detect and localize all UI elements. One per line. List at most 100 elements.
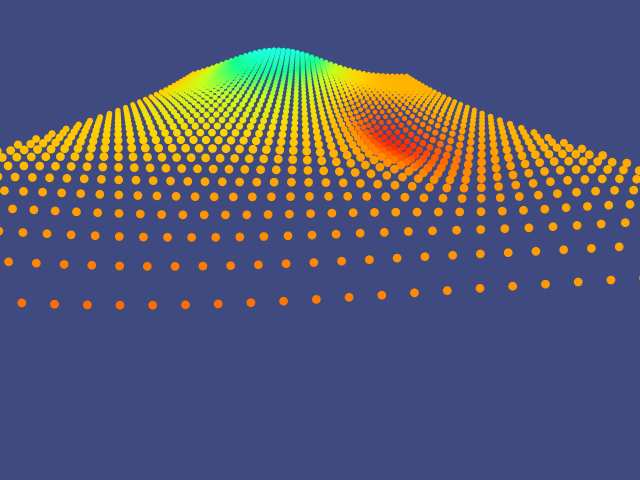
surface-point: [403, 94, 408, 100]
surface-point: [607, 157, 617, 167]
surface-point: [45, 173, 54, 183]
surface-point: [504, 153, 513, 162]
surface-point: [440, 107, 446, 114]
surface-point: [427, 105, 433, 111]
surface-point: [390, 124, 396, 130]
surface-point: [417, 99, 423, 105]
surface-point: [279, 124, 288, 132]
surface-point: [321, 178, 331, 187]
surface-point: [573, 277, 583, 287]
surface-point: [246, 298, 256, 308]
surface-point: [435, 105, 440, 110]
surface-point: [434, 147, 442, 155]
surface-point: [634, 166, 640, 176]
surface-point: [351, 93, 357, 99]
surface-point: [221, 144, 231, 154]
surface-point: [396, 95, 402, 100]
surface-point: [409, 142, 417, 149]
surface-point: [251, 136, 261, 146]
surface-point: [208, 144, 217, 153]
surface-point: [263, 210, 273, 219]
surface-point: [316, 94, 322, 100]
surface-point: [211, 83, 217, 89]
surface-point: [500, 224, 510, 234]
surface-point: [240, 165, 250, 174]
surface-point: [301, 106, 308, 113]
surface-point: [171, 191, 181, 201]
surface-point: [82, 162, 92, 172]
surface-point: [531, 246, 541, 256]
surface-point: [348, 125, 355, 132]
surface-point: [287, 177, 296, 187]
surface-point: [287, 165, 297, 175]
surface-point: [357, 129, 364, 137]
surface-point: [42, 229, 52, 239]
surface-point: [394, 107, 399, 113]
surface-point: [87, 260, 97, 270]
surface-point: [235, 177, 245, 187]
surface-point: [256, 165, 265, 175]
surface-point: [218, 116, 226, 124]
surface-point: [382, 125, 388, 131]
surface-point: [292, 100, 299, 107]
surface-point: [361, 160, 370, 170]
surface-point: [347, 111, 353, 117]
surface-point: [429, 136, 437, 144]
surface-point: [622, 158, 632, 168]
surface-point: [252, 177, 262, 187]
surface-point: [402, 115, 408, 121]
surface-point: [365, 108, 371, 114]
surface-point: [201, 153, 211, 163]
surface-point: [362, 103, 368, 109]
surface-point: [416, 146, 423, 154]
surface-point: [76, 189, 86, 199]
surface-point: [17, 298, 27, 308]
surface-point: [476, 193, 486, 203]
surface-point: [597, 174, 607, 184]
surface-point: [183, 112, 191, 119]
surface-point: [114, 136, 123, 145]
surface-point: [364, 149, 374, 158]
surface-point: [343, 87, 349, 93]
surface-point: [445, 175, 455, 185]
surface-point: [373, 179, 383, 189]
surface-point: [384, 89, 389, 95]
surface-point: [148, 176, 158, 186]
surface-point: [126, 136, 135, 145]
surface-point: [114, 130, 123, 139]
surface-point: [514, 192, 524, 201]
surface-point: [102, 130, 111, 139]
surface-point: [288, 155, 298, 165]
surface-point: [360, 99, 366, 104]
surface-point: [176, 135, 186, 145]
surface-point: [425, 125, 432, 132]
surface-points: [0, 47, 640, 310]
surface-point: [232, 80, 238, 86]
surface-point: [334, 90, 339, 96]
surface-point: [385, 139, 392, 146]
surface-point: [200, 177, 210, 187]
surface-point: [272, 112, 279, 120]
surface-point: [434, 122, 441, 129]
surface-point: [457, 194, 467, 203]
surface-point: [226, 261, 236, 270]
surface-point: [399, 133, 406, 140]
surface-point: [12, 152, 22, 162]
surface-point: [217, 106, 224, 113]
surface-point: [413, 97, 419, 102]
surface-point: [214, 136, 223, 145]
surface-point: [408, 104, 414, 110]
surface-point: [260, 93, 267, 99]
surface-point: [337, 85, 343, 91]
surface-point: [301, 101, 308, 108]
surface-point: [312, 122, 320, 130]
surface-point: [301, 120, 309, 128]
surface-point: [348, 85, 354, 91]
surface-point: [411, 124, 418, 131]
surface-point: [327, 208, 337, 218]
surface-point: [466, 145, 474, 154]
surface-point: [391, 207, 401, 217]
surface-point: [355, 228, 365, 238]
surface-point: [286, 88, 292, 93]
surface-point: [129, 163, 139, 173]
